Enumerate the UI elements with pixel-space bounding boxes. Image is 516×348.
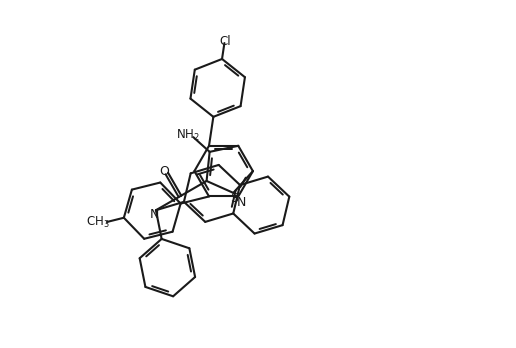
Text: CH$_3$: CH$_3$ [86, 215, 110, 230]
Text: N: N [236, 196, 246, 209]
Text: S: S [231, 192, 238, 205]
Text: O: O [159, 165, 170, 178]
Text: Cl: Cl [220, 35, 231, 48]
Text: N: N [150, 208, 159, 221]
Text: NH$_2$: NH$_2$ [176, 128, 200, 143]
